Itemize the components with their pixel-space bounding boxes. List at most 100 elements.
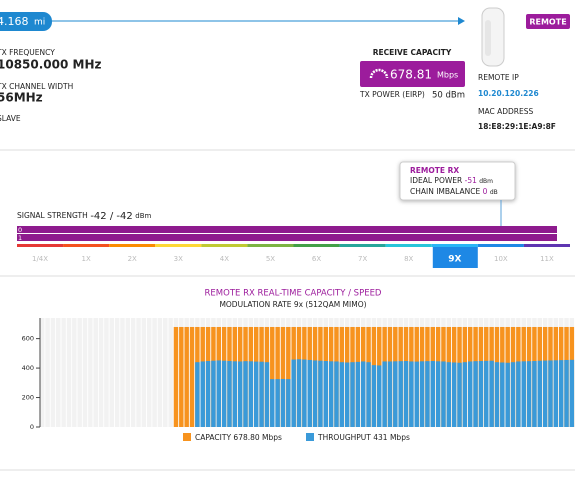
chain-label: 1 xyxy=(18,234,22,242)
bar xyxy=(489,360,494,427)
bar xyxy=(189,326,195,427)
bar-slot xyxy=(40,318,45,427)
signal-unit: dBm xyxy=(135,212,151,220)
bar xyxy=(259,361,264,427)
tooltip-chain: CHAIN IMBALANCE 0 dB xyxy=(410,187,498,196)
bar xyxy=(419,361,425,427)
bar xyxy=(500,362,505,427)
bar xyxy=(291,359,296,427)
distance-unit: mi xyxy=(34,18,45,28)
bar xyxy=(569,359,575,427)
bar xyxy=(398,361,403,427)
distance-pill xyxy=(0,12,52,31)
bar-slot xyxy=(61,318,66,427)
tx-power-label: TX POWER (EIRP) xyxy=(359,90,425,99)
rate-strip xyxy=(339,244,386,247)
bar xyxy=(328,361,334,427)
tooltip-power-value: -51 xyxy=(465,176,477,185)
rate-label: 1X xyxy=(82,255,91,263)
bar xyxy=(323,361,328,427)
bar xyxy=(446,362,452,427)
rate-label: 1/4X xyxy=(32,255,48,263)
bar xyxy=(403,361,409,427)
legend-swatch xyxy=(183,433,191,441)
bar xyxy=(227,361,232,427)
rate-label: 3X xyxy=(174,255,183,263)
bar xyxy=(564,359,569,427)
y-tick-label: 200 xyxy=(22,394,34,402)
bar xyxy=(505,362,510,427)
bar xyxy=(457,362,462,427)
bar-slot xyxy=(147,318,152,427)
bar xyxy=(275,379,280,427)
remote-badge-text: REMOTE xyxy=(529,18,566,27)
mode: SLAVE xyxy=(0,114,21,123)
bar xyxy=(393,361,398,427)
bar xyxy=(494,362,500,427)
legend-value: 431 Mbps xyxy=(373,433,410,442)
chain-bar xyxy=(17,226,557,233)
bar xyxy=(344,362,350,427)
tx-channel-width-label: TX CHANNEL WIDTH xyxy=(0,82,73,91)
bar xyxy=(425,361,430,427)
bar xyxy=(409,361,414,427)
bar xyxy=(184,326,189,427)
bar xyxy=(526,361,532,427)
signal-label: SIGNAL STRENGTH xyxy=(17,211,88,220)
bar xyxy=(264,362,270,427)
y-tick-label: 600 xyxy=(22,335,34,343)
rate-label: 11X xyxy=(540,255,554,263)
bar-slot xyxy=(120,318,125,427)
bar-slot xyxy=(168,318,173,427)
bar xyxy=(312,360,318,427)
legend-entry: THROUGHPUT 431 Mbps xyxy=(317,433,410,442)
rate-strip xyxy=(293,244,340,247)
legend-name: CAPACITY xyxy=(195,433,231,442)
bar-slot xyxy=(163,318,168,427)
bar xyxy=(350,362,355,427)
bar xyxy=(414,361,419,427)
bar-slot xyxy=(98,318,104,427)
rate-label: 10X xyxy=(494,255,508,263)
rate-strip xyxy=(109,244,156,247)
bar xyxy=(387,361,393,427)
bar-slot xyxy=(72,318,77,427)
chart-subtitle: MODULATION RATE 9x (512QAM MIMO) xyxy=(219,300,366,309)
bar xyxy=(366,362,371,427)
remote-ip: 10.20.120.226 xyxy=(478,89,539,98)
bar xyxy=(553,360,559,427)
bar xyxy=(468,361,473,427)
bar xyxy=(280,378,286,427)
rate-strip xyxy=(63,244,110,247)
bar xyxy=(179,326,184,427)
legend-value: 678.80 Mbps xyxy=(233,433,282,442)
rate-strip xyxy=(477,244,524,247)
legend-entry: CAPACITY 678.80 Mbps xyxy=(195,433,282,442)
bar xyxy=(558,360,564,427)
tooltip-chain-label: CHAIN IMBALANCE xyxy=(410,187,481,196)
bar-slot xyxy=(50,318,56,427)
bar xyxy=(296,359,302,427)
tooltip-chain-value: 0 xyxy=(483,187,488,196)
bar-slot xyxy=(93,318,98,427)
bar xyxy=(286,379,291,427)
rate-strip xyxy=(201,244,248,247)
bar-slot xyxy=(114,318,120,427)
bar-slot xyxy=(66,318,72,427)
bar xyxy=(211,360,216,427)
capacity-unit: Mbps xyxy=(437,71,458,80)
tx-channel-width: 56MHz xyxy=(0,91,43,105)
signal-value: -42 / -42 xyxy=(90,211,132,222)
legend-name: THROUGHPUT xyxy=(317,433,371,442)
bar-slot xyxy=(109,318,114,427)
bar xyxy=(537,360,542,427)
rate-strip xyxy=(385,244,432,247)
bar xyxy=(532,361,537,427)
rate-strip xyxy=(155,244,202,247)
chart-title: REMOTE RX REAL-TIME CAPACITY / SPEED xyxy=(205,289,382,299)
tooltip-power-label: IDEAL POWER xyxy=(410,176,462,185)
rate-label: 4X xyxy=(220,255,229,263)
chain-label: 0 xyxy=(18,226,22,234)
bar xyxy=(382,361,387,427)
mac: 18:E8:29:1E:A9:8F xyxy=(478,122,556,131)
